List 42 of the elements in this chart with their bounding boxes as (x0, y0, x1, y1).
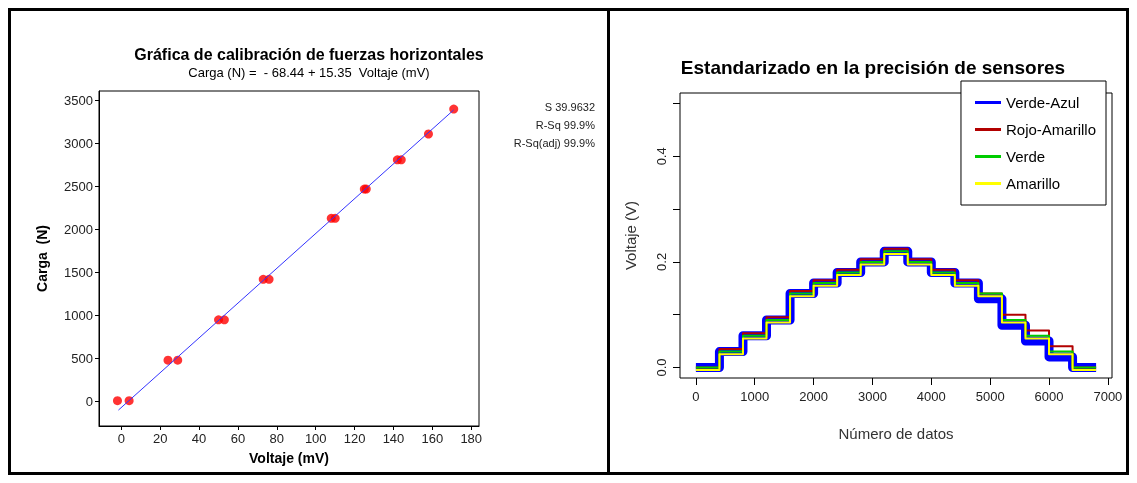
x-tick-label: 120 (343, 431, 366, 446)
chart-subtitle: Carga (N) = - 68.44 + 15.35 Voltaje (mV) (188, 65, 430, 80)
y-tick-label: 2000 (64, 221, 93, 237)
y-tick-label: 1000 (64, 307, 93, 323)
y-tick-label: 1500 (64, 264, 93, 280)
y-tick-label: 0.4 (654, 147, 669, 166)
x-tick-label: 6000 (1034, 389, 1064, 404)
x-tick-label: 140 (382, 431, 405, 446)
legend-label: Verde-Azul (1005, 94, 1080, 111)
x-tick-label: 160 (421, 431, 444, 446)
x-tick-label: 100 (304, 431, 327, 446)
x-tick-label: 2000 (799, 389, 829, 404)
text: S 39.9632 (544, 100, 595, 113)
y-tick-label: 0.0 (654, 358, 669, 377)
legend-label: Rojo-Amarillo (1005, 121, 1097, 138)
text: R-Sq 99.9% (535, 118, 596, 131)
chart-title: Estandarizado en la precisión de sensores (680, 57, 1066, 78)
legend-label: Amarillo (1005, 175, 1061, 192)
x-tick-label: 80 (269, 431, 285, 446)
x-tick-label: 5000 (975, 389, 1005, 404)
y-tick-label: 3500 (64, 92, 93, 108)
y-tick-label: 500 (71, 350, 93, 366)
x-tick-label: 20 (152, 431, 168, 446)
x-tick-label: 60 (230, 431, 246, 446)
x-tick-label: 180 (460, 431, 483, 446)
y-axis-title: Voltaje (V) (622, 200, 639, 271)
x-tick-label: 4000 (916, 389, 946, 404)
y-tick-label: 0.2 (654, 252, 669, 271)
y-tick-label: 2500 (64, 178, 93, 194)
x-axis-title: Voltaje (mV) (249, 450, 329, 466)
x-tick-label: 40 (191, 431, 207, 446)
x-tick-label: 7000 (1093, 389, 1123, 404)
x-tick-label: 1000 (740, 389, 770, 404)
x-tick-label: 3000 (858, 389, 887, 404)
x-tick-label: 0 (117, 431, 125, 446)
y-axis-title: Carga (N) (34, 225, 50, 292)
chart-title: Gráfica de calibración de fuerzas horizontales (134, 45, 484, 63)
text: R-Sq(adj) 99.9% (513, 136, 596, 149)
x-axis-title: Número de datos (838, 425, 954, 442)
y-tick-label: 3000 (64, 135, 93, 151)
legend-label: Verde (1005, 148, 1046, 165)
x-tick-label: 0 (692, 389, 700, 404)
